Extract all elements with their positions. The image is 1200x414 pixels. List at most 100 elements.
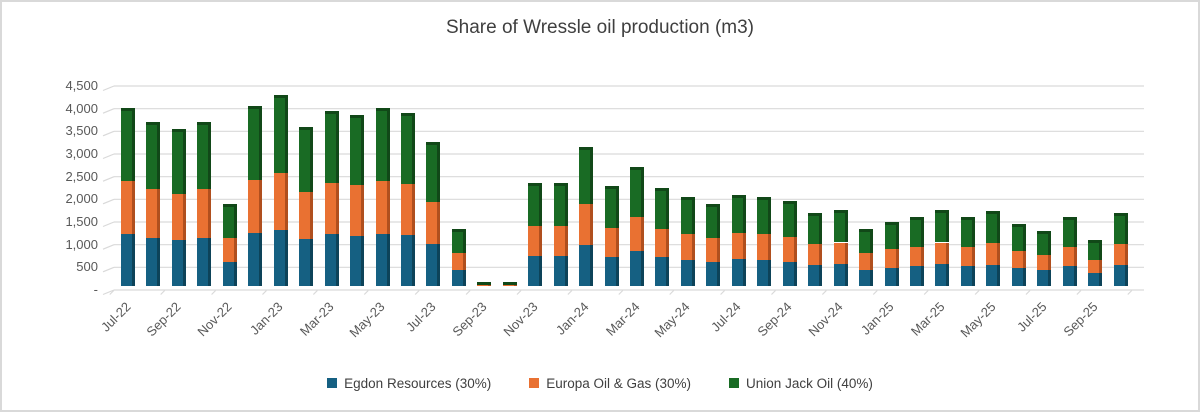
segment-egdon[interactable] bbox=[1037, 270, 1051, 286]
segment-egdon[interactable] bbox=[1012, 268, 1026, 286]
segment-union[interactable] bbox=[477, 285, 491, 286]
legend-item-egdon[interactable]: Egdon Resources (30%) bbox=[327, 376, 491, 391]
bar-Jun-24[interactable] bbox=[706, 204, 720, 286]
segment-egdon[interactable] bbox=[605, 257, 619, 286]
segment-union[interactable] bbox=[554, 186, 568, 226]
segment-union[interactable] bbox=[325, 114, 339, 183]
segment-egdon[interactable] bbox=[121, 234, 135, 286]
bar-Dec-24[interactable] bbox=[859, 229, 873, 286]
segment-europa[interactable] bbox=[986, 243, 1000, 264]
bar-Aug-24[interactable] bbox=[757, 197, 771, 286]
segment-europa[interactable] bbox=[1063, 247, 1077, 267]
segment-egdon[interactable] bbox=[554, 256, 568, 286]
segment-egdon[interactable] bbox=[1088, 273, 1102, 286]
segment-union[interactable] bbox=[401, 116, 415, 184]
segment-union[interactable] bbox=[732, 198, 746, 233]
bar-Jul-24[interactable] bbox=[732, 195, 746, 286]
bar-Mar-23[interactable] bbox=[325, 111, 339, 286]
segment-egdon[interactable] bbox=[834, 264, 848, 286]
segment-europa[interactable] bbox=[325, 183, 339, 235]
segment-union[interactable] bbox=[426, 145, 440, 201]
segment-egdon[interactable] bbox=[783, 262, 797, 286]
segment-egdon[interactable] bbox=[197, 238, 211, 286]
segment-egdon[interactable] bbox=[885, 268, 899, 286]
bar-Nov-23[interactable] bbox=[528, 183, 542, 286]
segment-egdon[interactable] bbox=[401, 235, 415, 286]
segment-europa[interactable] bbox=[121, 181, 135, 233]
segment-egdon[interactable] bbox=[274, 230, 288, 286]
segment-union[interactable] bbox=[783, 204, 797, 237]
segment-egdon[interactable] bbox=[325, 234, 339, 286]
bar-Jul-22[interactable] bbox=[121, 108, 135, 286]
segment-union[interactable] bbox=[452, 232, 466, 254]
bar-Oct-23[interactable] bbox=[503, 282, 517, 286]
segment-union[interactable] bbox=[248, 109, 262, 180]
segment-europa[interactable] bbox=[146, 189, 160, 237]
segment-union[interactable] bbox=[1012, 227, 1026, 251]
segment-egdon[interactable] bbox=[299, 239, 313, 286]
segment-europa[interactable] bbox=[274, 173, 288, 229]
bar-Jan-24[interactable] bbox=[579, 147, 593, 286]
legend-item-union[interactable]: Union Jack Oil (40%) bbox=[729, 376, 873, 391]
segment-union[interactable] bbox=[757, 200, 771, 234]
segment-egdon[interactable] bbox=[426, 244, 440, 286]
legend-item-europa[interactable]: Europa Oil & Gas (30%) bbox=[529, 376, 691, 391]
segment-europa[interactable] bbox=[681, 234, 695, 260]
segment-egdon[interactable] bbox=[910, 266, 924, 286]
bar-Apr-24[interactable] bbox=[655, 188, 669, 286]
segment-europa[interactable] bbox=[935, 243, 949, 265]
segment-egdon[interactable] bbox=[350, 236, 364, 286]
segment-europa[interactable] bbox=[299, 192, 313, 239]
segment-europa[interactable] bbox=[757, 234, 771, 260]
segment-egdon[interactable] bbox=[1114, 265, 1128, 286]
segment-union[interactable] bbox=[503, 285, 517, 286]
segment-egdon[interactable] bbox=[808, 265, 822, 286]
segment-egdon[interactable] bbox=[732, 259, 746, 286]
bar-Feb-25[interactable] bbox=[910, 217, 924, 286]
bar-Jan-25[interactable] bbox=[885, 222, 899, 286]
segment-europa[interactable] bbox=[172, 194, 186, 240]
bar-Mar-24[interactable] bbox=[630, 167, 644, 286]
bar-Feb-23[interactable] bbox=[299, 127, 313, 286]
segment-union[interactable] bbox=[1088, 243, 1102, 260]
segment-europa[interactable] bbox=[706, 238, 720, 262]
segment-europa[interactable] bbox=[910, 247, 924, 267]
segment-union[interactable] bbox=[223, 207, 237, 239]
segment-egdon[interactable] bbox=[223, 262, 237, 286]
bar-May-23[interactable] bbox=[376, 108, 390, 286]
segment-union[interactable] bbox=[961, 220, 975, 246]
segment-europa[interactable] bbox=[248, 180, 262, 233]
segment-union[interactable] bbox=[655, 191, 669, 229]
bar-Aug-22[interactable] bbox=[146, 122, 160, 286]
segment-europa[interactable] bbox=[1114, 244, 1128, 265]
bar-Sep-24[interactable] bbox=[783, 201, 797, 286]
segment-egdon[interactable] bbox=[528, 256, 542, 286]
segment-europa[interactable] bbox=[885, 249, 899, 267]
segment-union[interactable] bbox=[146, 125, 160, 189]
segment-union[interactable] bbox=[376, 111, 390, 181]
segment-union[interactable] bbox=[579, 150, 593, 204]
segment-egdon[interactable] bbox=[248, 233, 262, 286]
bar-Nov-24[interactable] bbox=[834, 210, 848, 286]
bar-Nov-22[interactable] bbox=[223, 204, 237, 286]
segment-europa[interactable] bbox=[783, 237, 797, 261]
bar-Sep-25[interactable] bbox=[1088, 240, 1102, 286]
bar-Dec-22[interactable] bbox=[248, 106, 262, 286]
segment-egdon[interactable] bbox=[859, 270, 873, 286]
bar-Dec-23[interactable] bbox=[554, 183, 568, 286]
bar-Sep-22[interactable] bbox=[172, 129, 186, 286]
bar-Feb-24[interactable] bbox=[605, 186, 619, 286]
segment-union[interactable] bbox=[172, 132, 186, 194]
segment-egdon[interactable] bbox=[681, 260, 695, 286]
segment-europa[interactable] bbox=[197, 189, 211, 237]
segment-europa[interactable] bbox=[834, 243, 848, 265]
segment-union[interactable] bbox=[935, 213, 949, 242]
bar-Jan-23[interactable] bbox=[274, 95, 288, 286]
segment-egdon[interactable] bbox=[961, 266, 975, 286]
segment-egdon[interactable] bbox=[935, 264, 949, 286]
segment-egdon[interactable] bbox=[757, 260, 771, 286]
segment-union[interactable] bbox=[834, 213, 848, 242]
segment-europa[interactable] bbox=[655, 229, 669, 258]
segment-union[interactable] bbox=[1114, 216, 1128, 244]
segment-egdon[interactable] bbox=[1063, 266, 1077, 286]
